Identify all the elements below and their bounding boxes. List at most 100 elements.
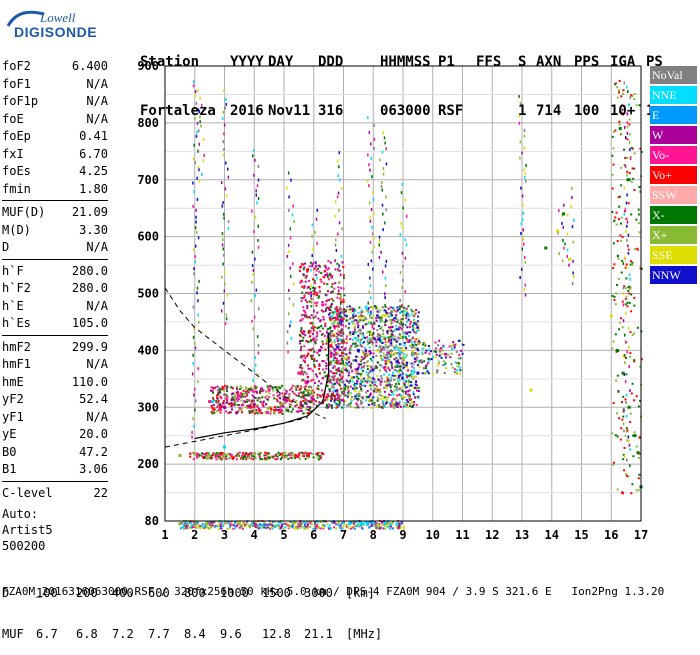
echo-point (391, 401, 394, 404)
echo-point (406, 369, 409, 372)
echo-point (253, 412, 256, 415)
echo-point (304, 399, 307, 402)
echo-point (384, 402, 387, 405)
echo-point (353, 322, 356, 325)
echo-point (325, 396, 328, 399)
echo-point (350, 307, 353, 310)
echo-point (329, 261, 332, 264)
echo-point (291, 390, 294, 393)
echo-point (242, 458, 245, 461)
echo-streak (201, 172, 203, 176)
echo-streak (225, 161, 227, 165)
echo-point (369, 521, 372, 524)
echo-point (303, 296, 306, 299)
echo-point (299, 335, 302, 338)
echo-point (378, 369, 381, 372)
echo-streak (227, 167, 229, 171)
series-point-nne (347, 522, 351, 526)
echo-point (349, 521, 352, 524)
echo-streak (372, 197, 375, 201)
echo-point (393, 358, 396, 361)
echo-point (626, 170, 629, 173)
echo-point (615, 223, 618, 226)
logo-line1: Lowell (40, 10, 76, 25)
echo-point (311, 453, 314, 456)
echo-point (301, 285, 304, 288)
echo-point (251, 454, 254, 457)
echo-point (383, 347, 386, 350)
echo-point (299, 400, 302, 403)
echo-point (386, 346, 389, 349)
echo-point (307, 452, 310, 455)
echo-point (182, 523, 185, 526)
echo-point (262, 400, 265, 403)
echo-point (364, 347, 367, 350)
echo-point (632, 177, 635, 180)
echo-point (402, 525, 405, 528)
echo-point (196, 522, 199, 525)
echo-point (379, 526, 382, 529)
echo-point (626, 301, 629, 304)
echo-point (366, 309, 369, 312)
echo-point (317, 296, 320, 299)
echo-point (365, 307, 368, 310)
echo-point (344, 367, 347, 370)
param-value: 299.9 (71, 339, 108, 354)
echo-point (311, 369, 314, 372)
echo-streak (195, 230, 198, 234)
echo-point (398, 370, 401, 373)
echo-point (264, 396, 267, 399)
echo-streak (197, 149, 200, 153)
echo-point (219, 388, 222, 391)
echo-point (299, 340, 302, 343)
echo-point (388, 369, 391, 372)
series-point-nne (395, 522, 399, 526)
echo-point (389, 335, 392, 338)
echo-point (399, 368, 402, 371)
echo-point (325, 330, 328, 333)
echo-point (269, 520, 272, 523)
echo-point (346, 357, 349, 360)
echo-point (613, 263, 616, 266)
echo-point (366, 381, 369, 384)
echo-point (399, 373, 402, 376)
echo-point (629, 286, 632, 289)
echo-point (260, 388, 263, 391)
echo-point (226, 389, 229, 392)
echo-point (287, 410, 290, 413)
echo-point (376, 310, 379, 313)
echo-point (325, 340, 328, 343)
echo-point (391, 371, 394, 374)
legend-item-e: E (650, 106, 697, 126)
echo-streak (254, 356, 256, 360)
echo-point (331, 393, 334, 396)
echo-streak (252, 378, 254, 382)
echo-point (360, 333, 363, 336)
echo-point (630, 392, 633, 395)
echo-point (320, 309, 323, 312)
echo-point (230, 386, 233, 389)
echo-point (253, 455, 256, 458)
echo-point (341, 362, 344, 365)
echo-point (355, 402, 358, 405)
echo-point (203, 455, 206, 458)
echo-point (364, 348, 367, 351)
echo-point (618, 120, 621, 123)
echo-point (389, 352, 392, 355)
echo-point (236, 392, 239, 395)
echo-point (198, 526, 201, 529)
echo-streak (203, 153, 205, 157)
echo-point (250, 411, 253, 414)
echo-point (308, 315, 311, 318)
echo-point (403, 341, 406, 344)
echo-point (349, 311, 352, 314)
echo-streak (623, 81, 626, 85)
echo-point (297, 406, 300, 409)
echo-point (374, 367, 377, 370)
echo-streak (192, 84, 195, 88)
echo-point (315, 335, 318, 338)
echo-point (369, 399, 372, 402)
echo-point (362, 357, 365, 360)
echo-point (364, 306, 367, 309)
echo-point (393, 309, 396, 312)
